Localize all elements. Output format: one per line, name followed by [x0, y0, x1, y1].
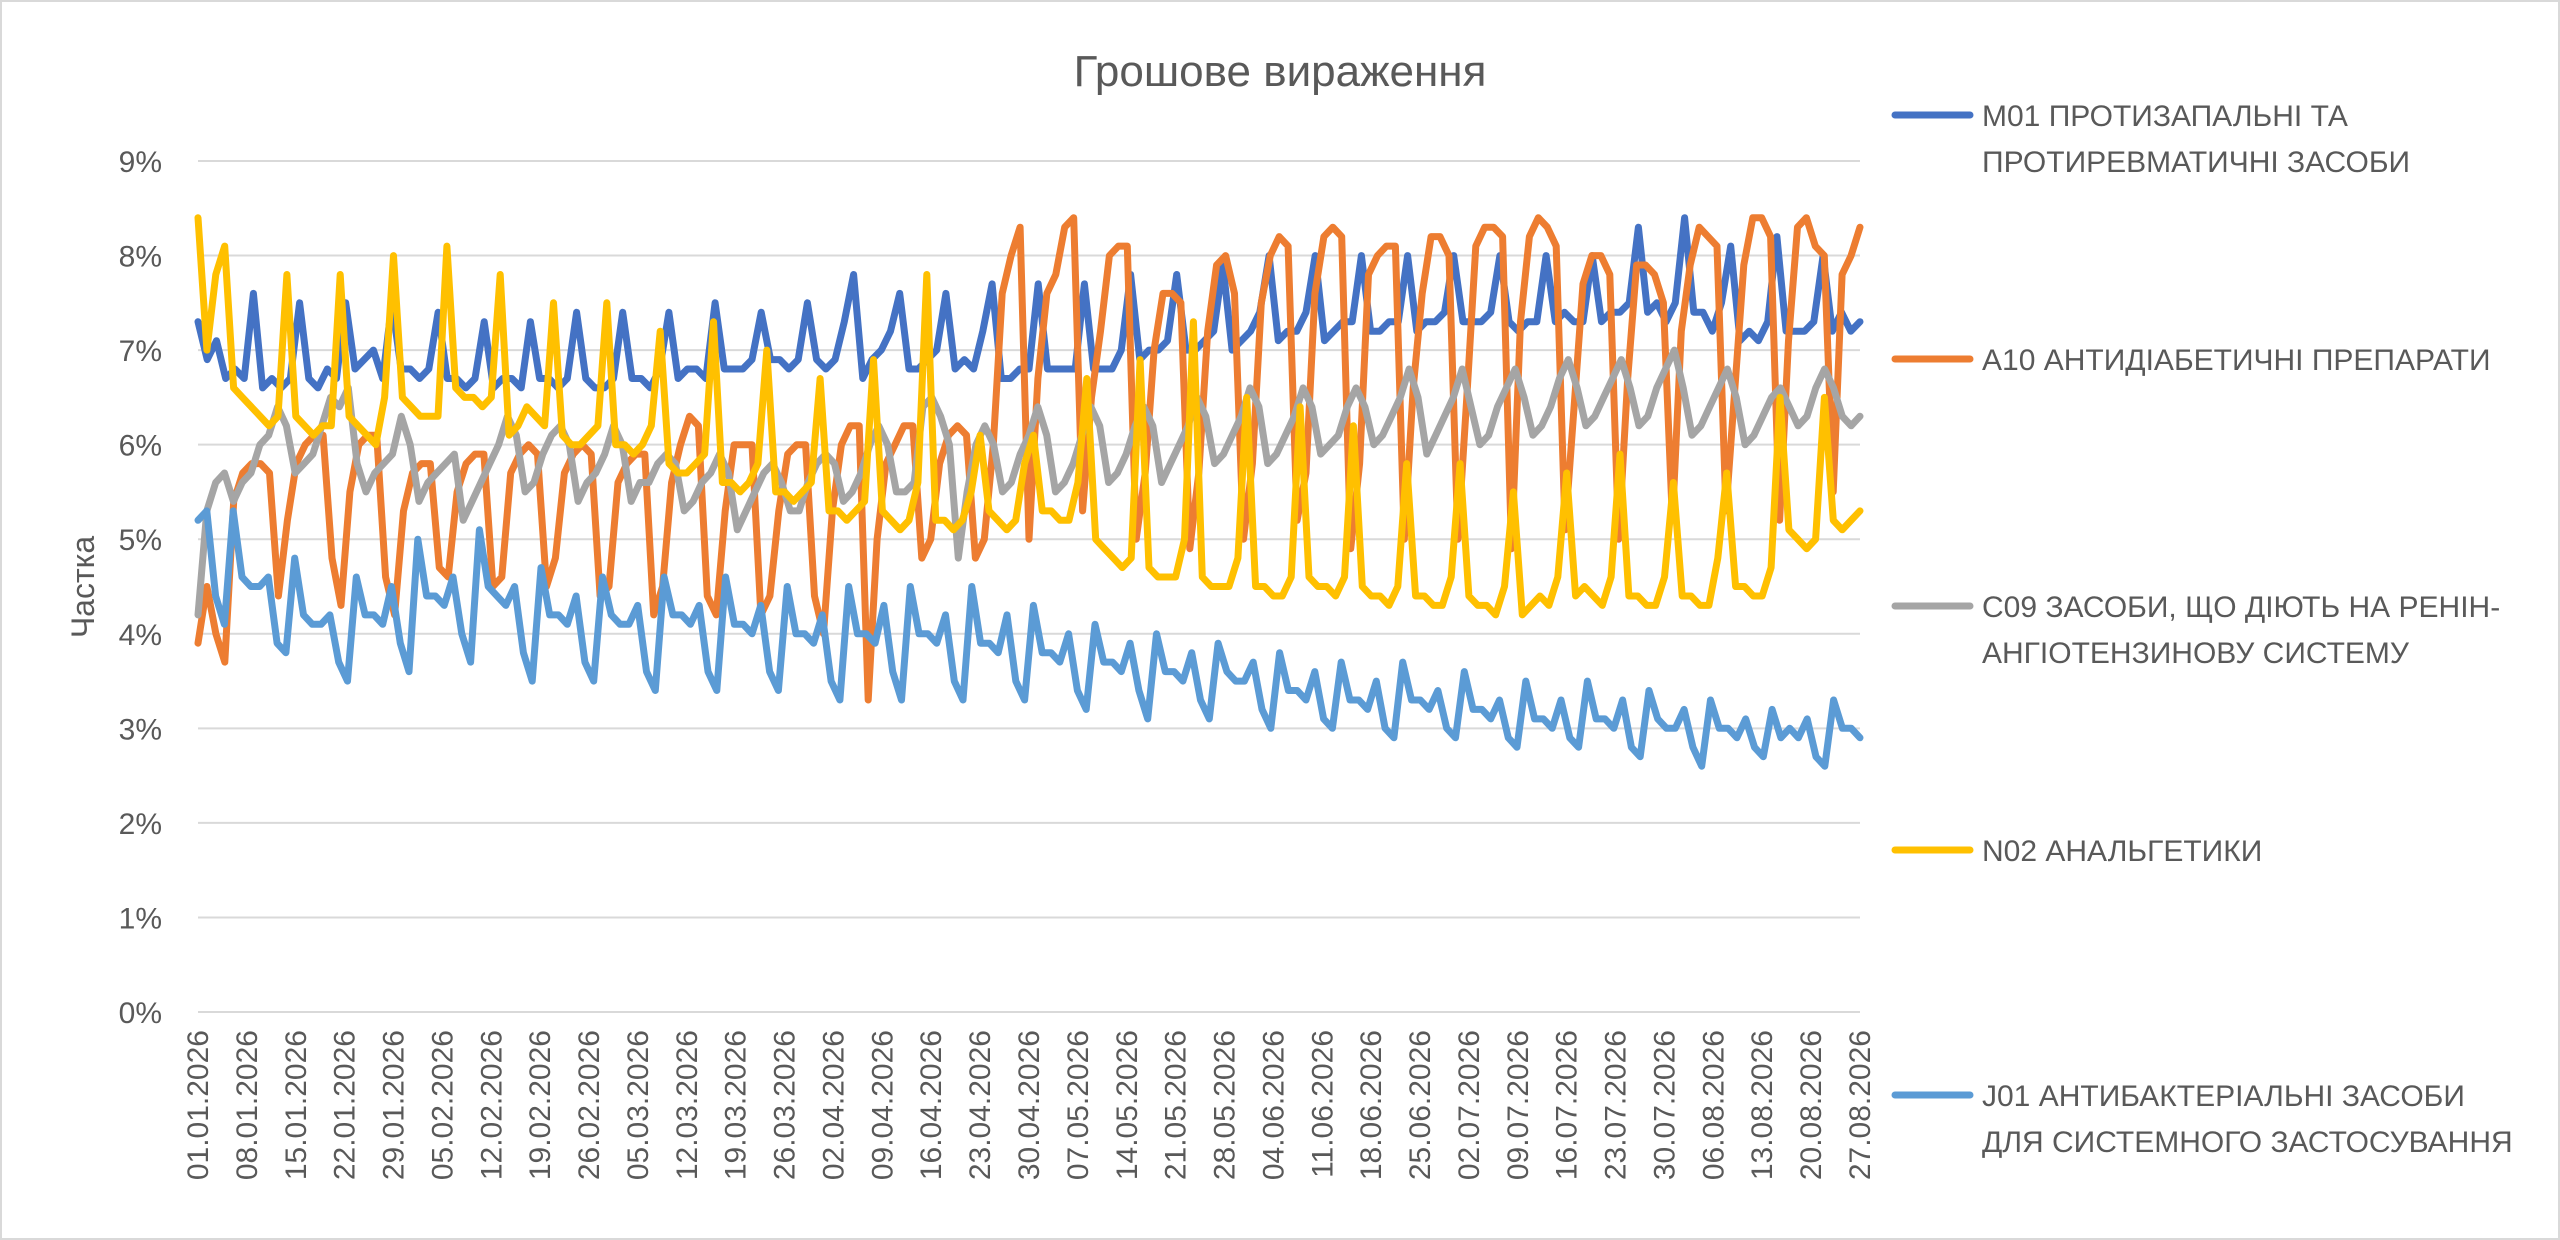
x-tick-label: 18.06.2026: [1355, 1030, 1388, 1180]
x-tick-label: 20.08.2026: [1795, 1030, 1828, 1180]
x-tick-label: 29.01.2026: [378, 1030, 411, 1180]
y-tick-label: 8%: [119, 241, 162, 274]
x-tick-label: 01.01.2026: [182, 1030, 215, 1180]
x-tick-label: 16.04.2026: [915, 1030, 948, 1180]
x-tick-label: 05.02.2026: [426, 1030, 459, 1180]
x-tick-label: 11.06.2026: [1306, 1030, 1339, 1178]
y-tick-label: 6%: [119, 430, 162, 463]
x-tick-label: 30.07.2026: [1648, 1030, 1681, 1180]
legend-label-3: N02 АНАЛЬГЕТИКИ: [1982, 835, 2262, 868]
x-tick-label: 26.03.2026: [769, 1030, 802, 1180]
x-tick-label: 21.05.2026: [1160, 1030, 1193, 1180]
legend-label-2: АНГІОТЕНЗИНОВУ СИСТЕМУ: [1982, 637, 2410, 670]
x-tick-label: 25.06.2026: [1404, 1030, 1437, 1180]
x-tick-label: 02.07.2026: [1453, 1030, 1486, 1180]
x-tick-label: 12.02.2026: [475, 1030, 508, 1180]
series-line-4: [194, 507, 1864, 770]
x-tick-label: 06.08.2026: [1697, 1030, 1730, 1180]
x-tick-label: 02.04.2026: [817, 1030, 850, 1180]
series-line-1: [194, 214, 1864, 704]
series-lines: [194, 214, 1864, 770]
legend-label-0: M01 ПРОТИЗАПАЛЬНІ ТА: [1982, 100, 2348, 133]
x-tick-label: 09.04.2026: [866, 1030, 899, 1180]
legend-label-4: ДЛЯ СИСТЕМНОГО ЗАСТОСУВАННЯ: [1982, 1126, 2513, 1159]
legend-label-4: J01 АНТИБАКТЕРІАЛЬНІ ЗАСОБИ: [1982, 1080, 2465, 1113]
legend-label-0: ПРОТИРЕВМАТИЧНІ ЗАСОБИ: [1982, 146, 2410, 179]
y-tick-label: 0%: [119, 997, 162, 1030]
x-tick-label: 28.05.2026: [1209, 1030, 1242, 1180]
chart-title: Грошове вираження: [1074, 47, 1487, 96]
y-axis-label: Частка: [65, 536, 101, 638]
x-tick-label: 26.02.2026: [573, 1030, 606, 1180]
x-tick-label: 05.03.2026: [622, 1030, 655, 1180]
series-line-3: [194, 214, 1864, 619]
legend-label-2: C09 ЗАСОБИ, ЩО ДІЮТЬ НА РЕНІН-: [1982, 591, 2500, 624]
x-axis-ticks: 01.01.2026 08.01.2026 15.01.2026 22.01.2026…: [182, 1030, 1877, 1180]
x-tick-label: 19.02.2026: [524, 1030, 557, 1180]
x-tick-label: 27.08.2026: [1844, 1030, 1877, 1180]
legend: M01 ПРОТИЗАПАЛЬНІ ТА ПРОТИРЕВМАТИЧНІ ЗАСО…: [1891, 100, 2513, 1159]
x-tick-label: 12.03.2026: [671, 1030, 704, 1180]
x-tick-label: 09.07.2026: [1502, 1030, 1535, 1180]
x-tick-label: 22.01.2026: [329, 1030, 362, 1180]
series-line-2: [194, 346, 1864, 619]
x-tick-label: 14.05.2026: [1111, 1030, 1144, 1180]
x-tick-label: 23.04.2026: [964, 1030, 997, 1180]
x-tick-label: 13.08.2026: [1746, 1030, 1779, 1180]
y-tick-label: 2%: [119, 808, 162, 841]
y-axis-ticks: 0% 1% 2% 3% 4% 5% 6% 7% 8% 9%: [119, 146, 162, 1030]
x-tick-label: 04.06.2026: [1257, 1030, 1290, 1180]
y-tick-label: 3%: [119, 713, 162, 746]
x-tick-label: 07.05.2026: [1062, 1030, 1095, 1180]
x-tick-label: 23.07.2026: [1600, 1030, 1633, 1180]
legend-label-1: A10 АНТИДІАБЕТИЧНІ ПРЕПАРАТИ: [1982, 344, 2491, 377]
y-tick-label: 5%: [119, 524, 162, 557]
x-tick-label: 30.04.2026: [1013, 1030, 1046, 1180]
x-tick-label: 16.07.2026: [1551, 1030, 1584, 1180]
x-tick-label: 15.01.2026: [280, 1030, 313, 1180]
y-tick-label: 9%: [119, 146, 162, 179]
x-tick-label: 19.03.2026: [720, 1030, 753, 1180]
y-tick-label: 4%: [119, 619, 162, 652]
y-tick-label: 7%: [119, 335, 162, 368]
x-tick-label: 08.01.2026: [231, 1030, 264, 1180]
y-tick-label: 1%: [119, 902, 162, 935]
